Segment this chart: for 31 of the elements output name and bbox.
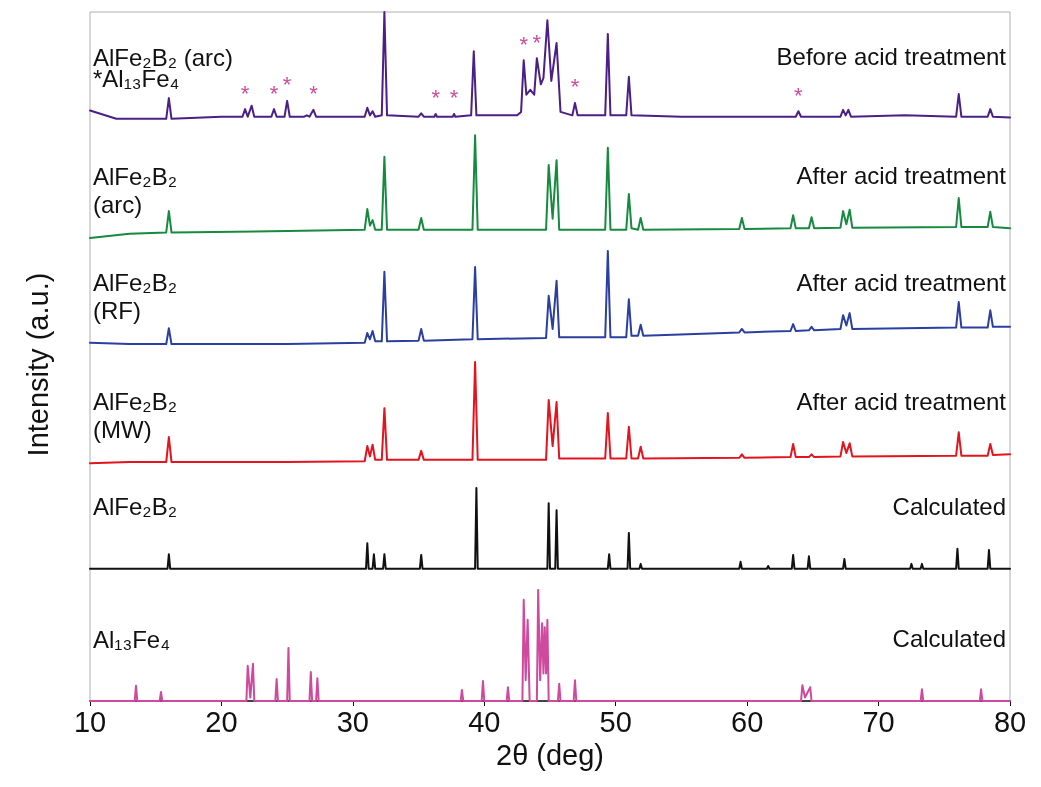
annotation: *	[519, 31, 529, 57]
y-axis-title: Intensity (a.u.)	[22, 272, 54, 457]
annotation: After acid treatment	[796, 387, 1007, 415]
x-tick-label: 40	[468, 705, 501, 738]
annotation: After acid treatment	[796, 268, 1007, 296]
x-tick-label: 80	[993, 705, 1027, 738]
x-axis-title: 2θ (deg)	[495, 739, 605, 772]
series-label: AlFe₂B₂ (MW)	[93, 388, 177, 444]
x-tick-label: 50	[599, 705, 632, 738]
x-tick-label: 60	[731, 705, 764, 738]
annotation: *	[532, 29, 542, 55]
annotation: *	[794, 82, 804, 108]
annotation: *	[449, 85, 459, 111]
x-tick-label: 10	[73, 705, 107, 738]
annotation: After acid treatment	[796, 162, 1007, 190]
annotation: Before acid treatment	[776, 43, 1007, 71]
annotation: *	[269, 80, 279, 106]
x-tick-label: 30	[336, 705, 369, 738]
series-label: Al₁₃Fe₄	[93, 625, 171, 653]
series-label: AlFe₂B₂	[93, 493, 177, 521]
x-tick-label: 20	[205, 705, 238, 738]
series-label: AlFe₂B₂ (RF)	[93, 268, 177, 324]
annotation: *	[240, 80, 250, 106]
annotation: *	[570, 74, 580, 100]
annotation: Calculated	[892, 493, 1006, 521]
x-tick-label: 70	[862, 705, 895, 738]
series-label: AlFe₂B₂ (arc)	[93, 162, 177, 218]
annotation: *	[309, 81, 319, 107]
annotation: *	[431, 85, 441, 111]
annotation: Calculated	[892, 625, 1006, 653]
annotation: *	[282, 72, 292, 98]
